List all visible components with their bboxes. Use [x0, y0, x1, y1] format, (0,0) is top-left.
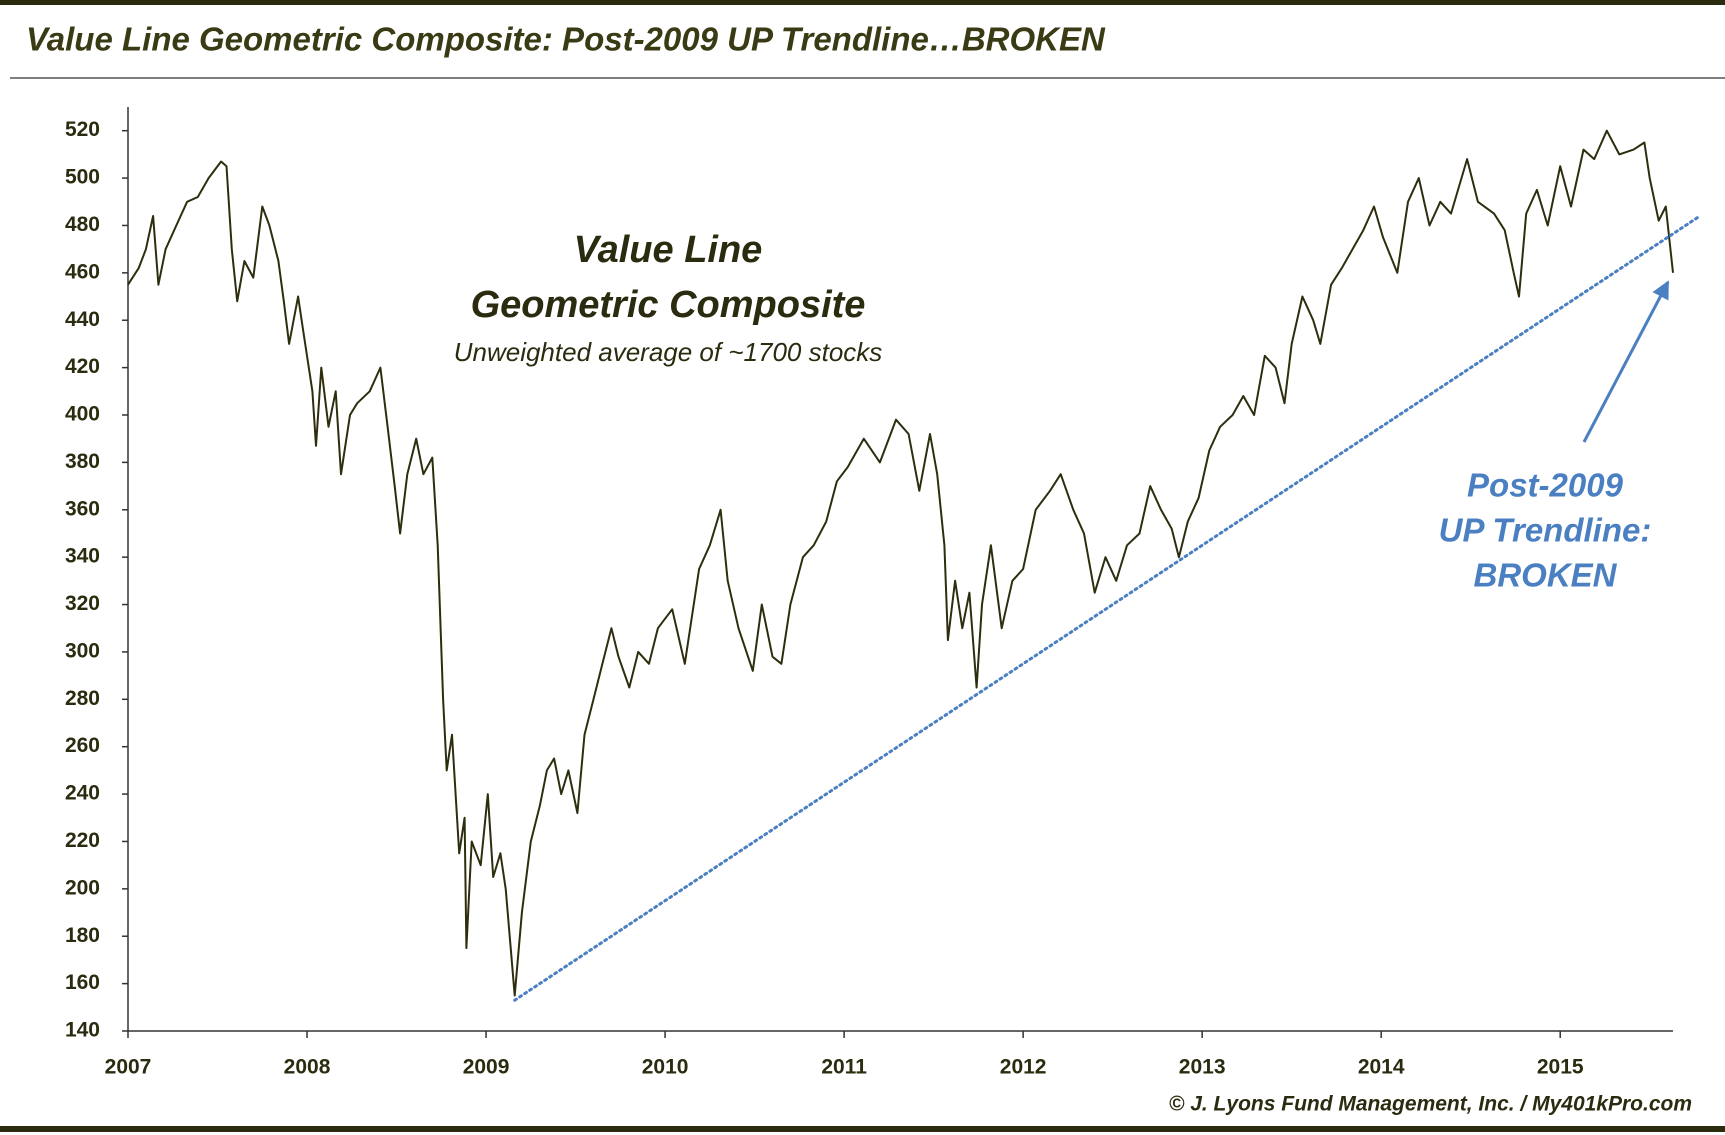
y-tick-label: 480 [65, 213, 100, 236]
y-tick-label: 520 [65, 118, 100, 141]
x-tick-label: 2012 [1000, 1056, 1047, 1079]
x-tick-label: 2013 [1179, 1056, 1226, 1079]
x-tick-label: 2011 [821, 1056, 867, 1079]
y-tick-label: 240 [65, 782, 100, 805]
y-tick-label: 460 [65, 260, 100, 283]
annotation: BROKEN [1473, 557, 1617, 594]
annotation: Post-2009 [1467, 467, 1624, 504]
y-tick-label: 200 [65, 876, 100, 899]
y-tick-label: 300 [65, 639, 100, 662]
y-tick-label: 420 [65, 355, 100, 378]
y-tick-label: 220 [65, 829, 100, 852]
trendline [513, 214, 1702, 1002]
x-tick-label: 2010 [642, 1056, 689, 1079]
y-tick-label: 380 [65, 450, 100, 473]
chart-title: Value Line Geometric Composite: Post-200… [26, 21, 1106, 58]
series-line [127, 129, 1674, 997]
y-tick-label: 500 [65, 166, 100, 189]
y-tick-label: 180 [65, 924, 100, 947]
annotation: Unweighted average of ~1700 stocks [454, 337, 883, 367]
annotation: UP Trendline: [1439, 512, 1652, 549]
y-tick-label: 400 [65, 403, 100, 426]
arrow [1582, 280, 1670, 443]
y-tick-label: 260 [65, 734, 100, 757]
annotation: Value Line [574, 229, 763, 271]
y-tick-label: 160 [65, 971, 100, 994]
y-tick-label: 340 [65, 545, 100, 568]
x-tick-label: 2009 [463, 1056, 510, 1079]
x-tick-label: 2008 [284, 1056, 331, 1079]
y-tick-label: 280 [65, 687, 100, 710]
y-tick-label: 360 [65, 497, 100, 520]
top-rule [0, 0, 1725, 5]
bottom-rule [0, 1126, 1725, 1132]
x-tick-label: 2014 [1358, 1056, 1405, 1079]
y-tick-label: 140 [65, 1019, 100, 1042]
y-tick-label: 320 [65, 592, 100, 615]
x-tick-label: 2007 [105, 1056, 152, 1079]
x-tick-label: 2015 [1537, 1056, 1584, 1079]
y-tick-label: 440 [65, 308, 100, 331]
annotation: Geometric Composite [471, 284, 866, 326]
annotation: © J. Lyons Fund Management, Inc. / My401… [1169, 1093, 1692, 1116]
